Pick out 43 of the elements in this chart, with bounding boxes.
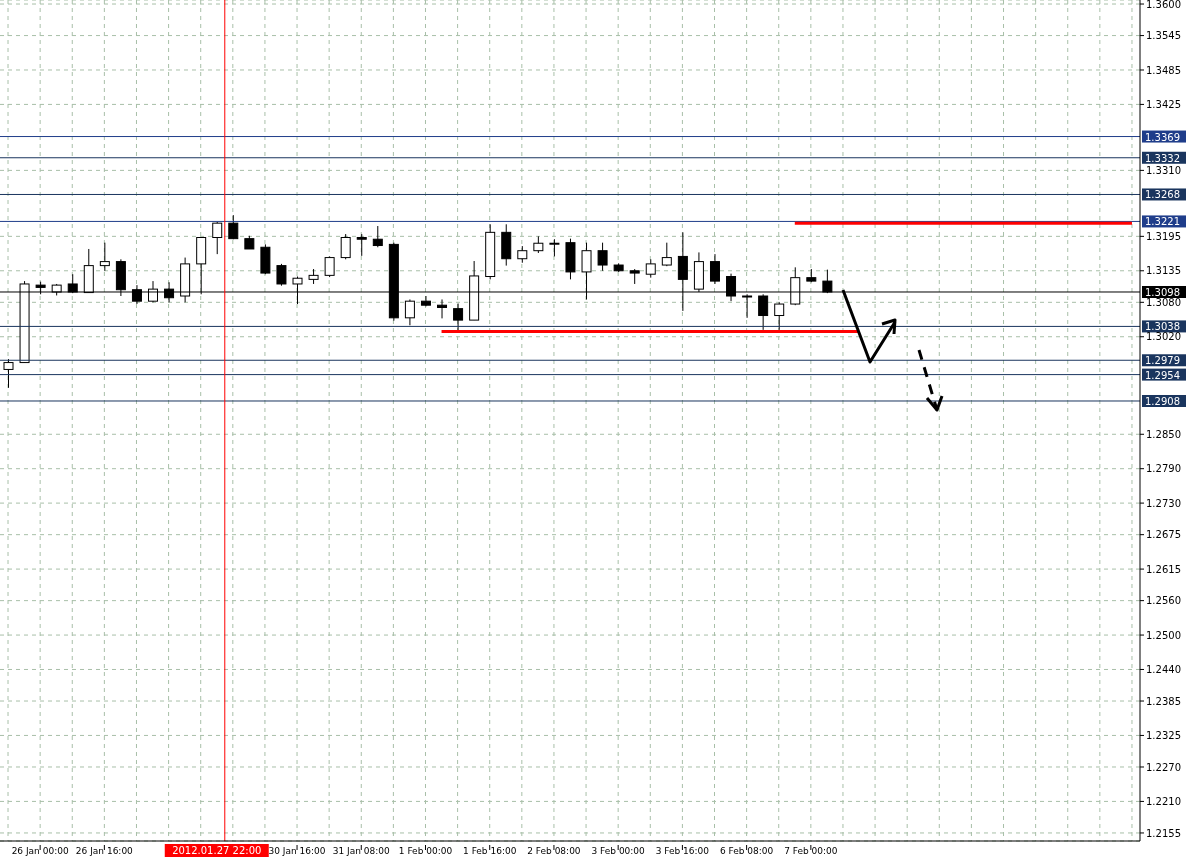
ref-line-label: 1.3332 <box>1145 152 1180 164</box>
ref-line-label: 1.3221 <box>1145 216 1180 228</box>
y-tick-label: 1.3425 <box>1146 98 1181 110</box>
y-tick-label: 1.2440 <box>1146 664 1181 676</box>
y-tick-label: 1.2790 <box>1146 463 1181 475</box>
x-tick-label: 2 Feb 08:00 <box>527 846 581 856</box>
ref-line-label: 1.2979 <box>1145 355 1180 367</box>
x-tick-label: 7 Feb 00:00 <box>784 846 838 856</box>
y-tick-label: 1.2385 <box>1146 695 1181 707</box>
y-tick-label: 1.3020 <box>1146 331 1181 343</box>
x-tick-label: 1 Feb 00:00 <box>398 846 453 856</box>
y-tick-label: 1.3310 <box>1146 164 1181 176</box>
ref-line-label: 1.3038 <box>1145 321 1180 333</box>
ref-line-label: 1.3098 <box>1145 287 1180 298</box>
x-tick-label: 26 Jan 00:00 <box>11 846 69 856</box>
x-tick-label: 31 Jan 08:00 <box>332 846 391 856</box>
y-tick-label: 1.2850 <box>1146 428 1181 440</box>
ref-line-label: 1.2954 <box>1145 369 1180 381</box>
ref-line-label: 1.3268 <box>1145 189 1180 201</box>
y-tick-label: 1.2675 <box>1146 529 1181 541</box>
x-tick-label: 3 Feb 16:00 <box>655 846 710 856</box>
y-tick-label: 1.2270 <box>1146 761 1181 773</box>
y-tick-label: 1.2730 <box>1146 497 1181 509</box>
y-tick-label: 1.3485 <box>1146 64 1181 76</box>
x-tick-label: 30 Jan 16:00 <box>268 846 326 856</box>
x-tick-label: 3 Feb 00:00 <box>591 846 646 856</box>
y-tick-label: 1.3080 <box>1146 296 1181 308</box>
x-tick-label: 2012.01.27 22:00 <box>172 845 262 856</box>
y-tick-label: 1.3195 <box>1146 230 1181 242</box>
x-tick-label: 6 Feb 08:00 <box>719 846 774 856</box>
ref-line-label: 1.2908 <box>1145 396 1180 407</box>
ref-line-label: 1.3369 <box>1145 131 1180 143</box>
y-tick-label: 1.3545 <box>1146 30 1181 42</box>
x-tick-label: 1 Feb 16:00 <box>463 846 517 856</box>
y-tick-label: 1.2155 <box>1146 827 1181 839</box>
y-tick-label: 1.2210 <box>1146 795 1181 807</box>
y-tick-label: 1.2325 <box>1146 729 1181 741</box>
y-tick-label: 1.3600 <box>1146 0 1181 10</box>
y-tick-label: 1.3135 <box>1146 265 1181 277</box>
y-tick-label: 1.2560 <box>1146 595 1181 607</box>
y-tick-label: 1.2615 <box>1146 563 1181 575</box>
x-tick-label: 26 Jan 16:00 <box>75 846 134 856</box>
y-tick-label: 1.2500 <box>1146 629 1181 641</box>
